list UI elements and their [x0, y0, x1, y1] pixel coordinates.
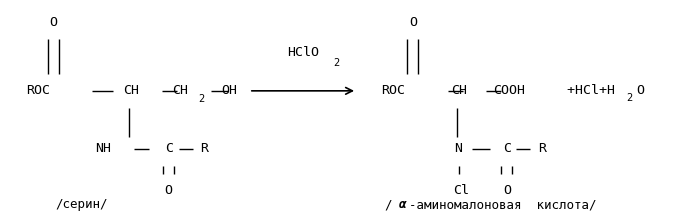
Text: O: O — [503, 184, 511, 197]
Text: HClO: HClO — [287, 46, 319, 59]
Text: O: O — [164, 184, 173, 197]
Text: /: / — [385, 198, 400, 211]
Text: 2: 2 — [198, 94, 204, 104]
Text: α: α — [399, 198, 406, 211]
Text: NH: NH — [95, 142, 111, 155]
Text: ROC: ROC — [382, 84, 405, 97]
Text: 2: 2 — [626, 93, 632, 103]
Text: /серин/: /серин/ — [55, 198, 108, 211]
Text: N: N — [454, 142, 463, 155]
Text: O: O — [636, 84, 644, 97]
Text: R: R — [200, 142, 208, 155]
Text: 2: 2 — [333, 58, 340, 68]
Text: O: O — [50, 16, 57, 29]
Text: CH: CH — [451, 84, 467, 97]
Text: CH: CH — [123, 84, 139, 97]
Text: O: O — [409, 16, 416, 29]
Text: C: C — [165, 142, 173, 155]
Text: R: R — [538, 142, 546, 155]
Text: +HCl+H: +HCl+H — [559, 84, 615, 97]
Text: C: C — [503, 142, 512, 155]
Text: Cl: Cl — [453, 184, 469, 197]
Text: CH: CH — [172, 84, 188, 97]
Text: ROC: ROC — [26, 84, 50, 97]
Text: COOH: COOH — [493, 84, 525, 97]
Text: OH: OH — [221, 84, 237, 97]
Text: -аминомалоновая  кислота/: -аминомалоновая кислота/ — [410, 198, 597, 211]
